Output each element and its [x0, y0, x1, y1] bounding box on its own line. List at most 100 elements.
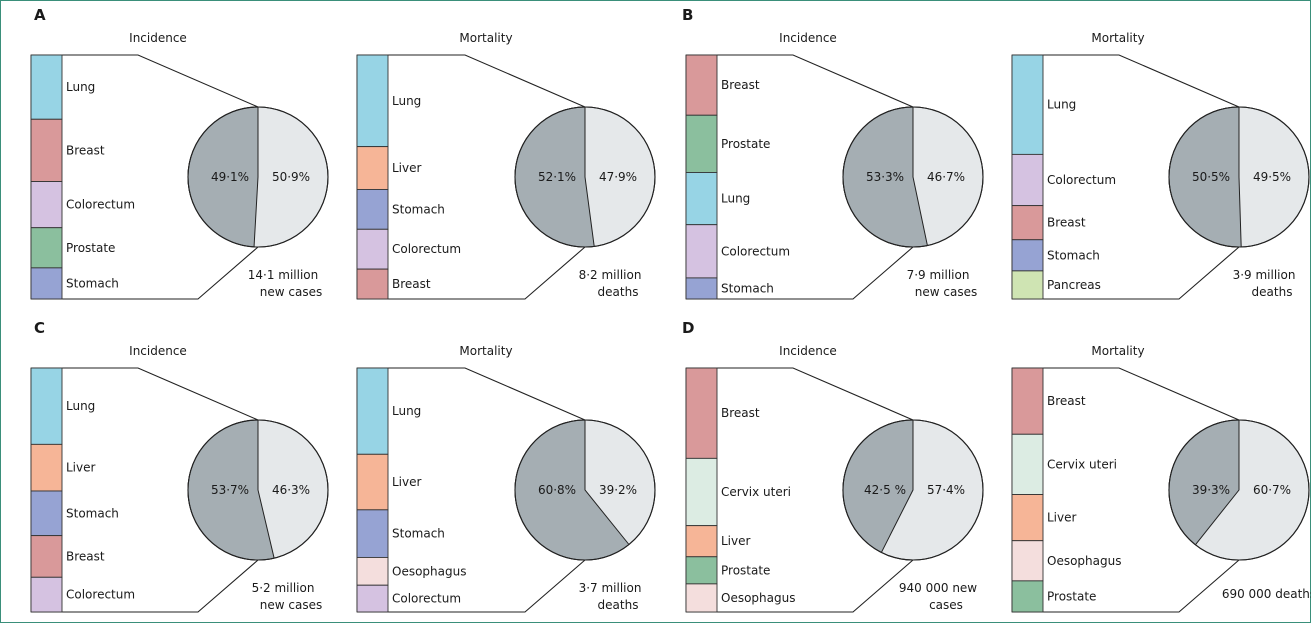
callout-line-bottom	[686, 559, 914, 613]
segment-label: Breast	[66, 549, 105, 563]
bar-segment-stomach	[30, 490, 63, 537]
bar-segment-stomach	[1011, 239, 1044, 272]
bar-segment-cervix-uteri	[685, 457, 718, 527]
bar-segment-lung	[30, 367, 63, 445]
bar-segment-colorectum	[30, 576, 63, 613]
total-line-2: cases	[929, 598, 963, 612]
panel-heading: Incidence	[779, 31, 837, 45]
callout-line-top	[1012, 367, 1240, 421]
pie-label-right: 46·7%	[927, 170, 965, 184]
bar-segment-colorectum	[30, 181, 63, 229]
pie-outline	[187, 419, 329, 561]
segment-label: Liver	[392, 161, 422, 175]
pie-label-left: 39·3%	[1192, 483, 1230, 497]
bar-segment-breast	[685, 367, 718, 459]
bar-segment-stomach	[356, 188, 389, 230]
callout-line-bottom	[31, 559, 259, 613]
panel-heading: Mortality	[1091, 31, 1144, 45]
bar-segment-oesophagus	[356, 556, 389, 586]
bar-segment-cervix-uteri	[1011, 433, 1044, 495]
pie-label-right: 57·4%	[927, 483, 965, 497]
callout-line-top	[357, 367, 586, 421]
segment-label: Breast	[392, 277, 431, 291]
total-line-1: 8·2 million	[579, 268, 642, 282]
pie-outline	[187, 106, 329, 248]
bar-segment-lung	[30, 54, 63, 120]
segment-label: Stomach	[1047, 248, 1100, 262]
segment-label: Breast	[1047, 394, 1086, 408]
bar-segment-lung	[685, 172, 718, 226]
bar-segment-liver	[356, 146, 389, 190]
bar-segment-breast	[356, 268, 389, 300]
pie-outline	[1168, 106, 1310, 248]
segment-label: Cervix uteri	[1047, 457, 1117, 471]
segment-label: Breast	[66, 143, 105, 157]
segment-label: Colorectum	[721, 244, 790, 258]
pie-outline	[1168, 419, 1310, 561]
bar-segment-breast	[30, 535, 63, 578]
segment-label: Lung	[721, 192, 750, 206]
segment-label: Liver	[1047, 511, 1077, 525]
total-line-2: new cases	[260, 285, 322, 299]
pie-label-left: 49·1%	[211, 170, 249, 184]
segment-label: Colorectum	[1047, 173, 1116, 187]
segment-label: Stomach	[66, 276, 119, 290]
callout-line-top	[686, 367, 914, 421]
bar-segment-stomach	[685, 277, 718, 300]
segment-label: Breast	[1047, 216, 1086, 230]
total-line-1: 3·9 million	[1233, 268, 1296, 282]
bar-segment-liver	[356, 453, 389, 511]
segment-label: Oesophagus	[392, 564, 466, 578]
segment-label: Prostate	[66, 241, 115, 255]
total-line-2: new cases	[260, 598, 322, 612]
segment-label: Stomach	[721, 281, 774, 295]
pie-label-right: 46·3%	[272, 483, 310, 497]
panel-heading: Mortality	[1091, 344, 1144, 358]
segment-label: Colorectum	[392, 242, 461, 256]
total-line-1: 940 000 new	[899, 581, 977, 595]
bar-segment-prostate	[30, 227, 63, 269]
pie-outline	[514, 106, 656, 248]
bar-segment-lung	[356, 367, 389, 455]
segment-label: Colorectum	[66, 588, 135, 602]
bar-segment-lung	[1011, 54, 1044, 155]
callout-line-bottom	[1012, 559, 1240, 613]
pie-label-left: 53·3%	[866, 170, 904, 184]
segment-label: Liver	[392, 475, 422, 489]
panel-heading: Mortality	[459, 344, 512, 358]
segment-label: Cervix uteri	[721, 485, 791, 499]
segment-label: Oesophagus	[721, 591, 795, 605]
total-line-1: 690 000 deaths	[1222, 587, 1311, 601]
total-line-1: 7·9 million	[907, 268, 970, 282]
total-line-2: new cases	[915, 285, 977, 299]
segment-label: Pancreas	[1047, 278, 1101, 292]
callout-line-bottom	[1012, 246, 1240, 300]
pie-label-left: 50·5%	[1192, 170, 1230, 184]
total-line-1: 5·2 million	[252, 581, 315, 595]
segment-label: Lung	[1047, 98, 1076, 112]
segment-label: Prostate	[721, 563, 770, 577]
segment-label: Lung	[392, 94, 421, 108]
segment-label: Stomach	[392, 527, 445, 541]
bar-segment-colorectum	[356, 584, 389, 613]
bar-segment-breast	[1011, 367, 1044, 435]
callout-line-bottom	[357, 246, 586, 300]
segment-label: Stomach	[66, 506, 119, 520]
panel-letter: C	[34, 319, 45, 337]
pie-label-right: 60·7%	[1253, 483, 1291, 497]
pie-label-left: 60·8%	[538, 483, 576, 497]
bar-segment-liver	[1011, 494, 1044, 542]
bar-segment-oesophagus	[685, 583, 718, 613]
bar-segment-stomach	[30, 267, 63, 300]
segment-label: Lung	[392, 404, 421, 418]
bar-segment-stomach	[356, 509, 389, 558]
segment-label: Prostate	[1047, 589, 1096, 603]
pie-label-left: 53·7%	[211, 483, 249, 497]
panel-heading: Incidence	[129, 31, 187, 45]
callout-line-top	[31, 54, 259, 108]
pie-label-right: 50·9%	[272, 170, 310, 184]
bar-segment-breast	[30, 118, 63, 182]
